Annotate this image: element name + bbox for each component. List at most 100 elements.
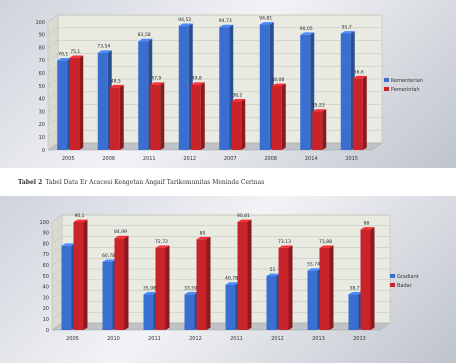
bottom-chart-xtick-label: 2012 [189,336,202,342]
top-chart-gridline-side [47,40,59,48]
bottom-chart-bar-top [184,291,199,295]
bottom-chart-data-label: 73,88 [319,239,332,245]
bottom-chart-ytick-label: 30 [43,295,49,301]
bottom-chart-bar-gradiant [225,282,240,330]
top-chart-bar-top [190,82,205,85]
bottom-chart-bar-front [114,238,125,330]
bottom-chart-gridline-side [51,312,63,320]
bottom-chart-bar-front [319,247,330,330]
bottom-chart-bar-side [165,245,170,330]
bottom-chart-data-label: 84,99 [114,229,127,235]
top-chart-gridline-side [47,66,59,74]
bottom-chart-data-label: 51 [270,267,276,273]
top-chart-gridline-side [47,14,59,23]
bottom-chart-ytick-label: 80 [43,241,49,247]
bottom-chart-data-label: 90,1 [74,213,84,219]
top-chart-bar-top [97,50,112,53]
bottom-chart-bar-side [288,245,293,330]
top-chart-bar-top [219,24,234,28]
top-chart-bar-kementerian [138,38,153,151]
top-chart-data-label: 49,8 [192,76,202,82]
top-chart-bar-pemerintah [150,82,165,150]
bottom-chart-bar-side [370,227,375,330]
bottom-chart-data-label: 72,72 [155,239,168,245]
top-chart-bar-front [231,101,242,150]
bottom-chart-bar-side [124,235,129,330]
bottom-chart-bar-top [143,291,158,295]
top-chart-bar-kementerian [57,58,72,150]
bottom-chart-data-label: 60,78 [102,253,115,259]
top-chart-ytick-label: 40 [39,97,45,103]
top-chart-bar-top [352,75,367,79]
bottom-chart-bar-top [360,227,375,230]
top-chart-legend-swatch [384,87,389,91]
bottom-chart-bar-front [360,229,371,330]
bottom-chart-xtick-label: 2010 [107,336,120,342]
top-chart-xtick-label: 2011 [143,156,156,162]
bottom-chart-bar-top [307,268,322,271]
top-chart-bar-pemerintah [190,82,205,150]
chart-panel-top: 0 10 20 30 40 50 60 70 80 90 100 70,1 75,1 2005 73,54 4… [0,0,456,168]
bottom-chart-bar-badar [237,219,252,330]
top-chart-xtick-label: 2006 [102,156,115,162]
top-chart-bar-kementerian [97,50,112,150]
top-chart-ytick-label: 100 [35,20,45,26]
top-chart-bar-front [340,33,351,150]
bottom-chart-xtick-label: 2012 [271,336,284,342]
bottom-chart-bar-front [278,247,289,330]
bottom-chart-xtick-label: 2005 [66,336,79,342]
top-chart-bar-front [352,78,363,150]
top-chart-bar-pemerintah [312,109,327,150]
bottom-chart-bar-front [196,239,207,330]
bottom-chart-bar-badar [278,245,293,330]
bottom-chart-bar-top [319,245,334,248]
bottom-chart-bar-gradiant [307,268,322,330]
bottom-chart-xtick-label: 2011 [230,336,243,342]
top-chart-bar-top [340,31,355,34]
bottom-chart-xtick-label: 2013 [353,336,366,342]
top-chart-bar-front [109,87,120,150]
bottom-chart-bar-badar [73,219,88,330]
bottom-chart-bar-gradiant [61,243,76,330]
bottom-chart-bar-front [102,261,113,330]
bottom-chart-bar-side [206,236,211,330]
bottom-chart-ytick-label: 90 [43,231,49,237]
top-chart-xtick-label: 2012 [183,156,196,162]
top-chart-bar-top [150,82,165,85]
top-chart-bar-kementerian [259,22,274,151]
top-chart-bar-side [322,109,327,150]
top-chart-bar-front [69,57,80,151]
bottom-chart-bar-front [61,245,72,330]
top-chart-bar-front [97,52,108,150]
top-chart-bar-pemerintah [271,83,286,150]
bottom-chart-data-label: 33,59 [184,285,197,291]
top-chart-data-label: 56,6 [354,69,364,75]
bottom-chart-bar-gradiant [184,291,199,330]
top-chart-legend-label: Kementerian [391,78,423,84]
bottom-chart-bar-top [102,259,117,262]
bottom-chart-gridline-side [51,247,63,255]
top-chart-legend-swatch [384,78,389,82]
top-chart-bar-side [160,82,165,150]
bottom-chart-gridline-side [51,258,63,266]
top-chart-bar-top [231,98,246,102]
bottom-chart-ytick-label: 50 [43,274,49,280]
top-chart-data-label: 47,9 [151,76,161,82]
bottom-chart-ytick-label: 70 [43,252,49,258]
top-chart-bar-side [241,98,246,150]
bottom-chart-bar-front [307,270,318,330]
top-chart-bar-side [362,75,367,150]
bottom-chart-bar-top [196,236,211,240]
top-chart-ytick-label: 10 [39,135,45,141]
bottom-chart-gridline-side [51,301,63,309]
bottom-chart-bar-badar [114,235,129,330]
bottom-chart-data-label: 55,74 [307,262,320,268]
bottom-chart-bar-top [225,282,240,285]
top-chart-data-label: 38,2 [232,92,242,98]
bottom-chart-ytick-label: 100 [39,220,49,226]
bottom-chart-bar-front [155,247,166,330]
bottom-chart-data-label: 88 [364,221,370,227]
top-chart-xtick-label: 2007 [224,156,237,162]
top-chart-gridline-side [47,142,59,151]
bottom-chart-bar-front [237,222,248,330]
